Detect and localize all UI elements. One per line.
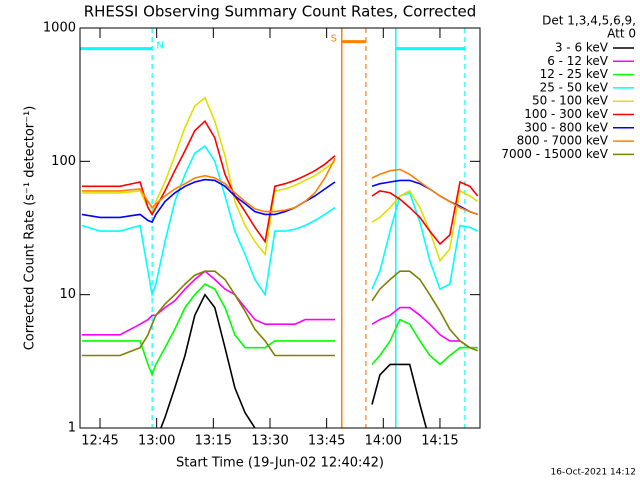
plot-area: NS xyxy=(80,28,479,428)
legend-header: Att 0 xyxy=(607,27,636,41)
series-line xyxy=(81,283,478,378)
legend-label: 3 - 6 keV xyxy=(555,41,609,55)
legend-label: 12 - 25 keV xyxy=(540,67,609,81)
flag-label: S xyxy=(331,34,337,45)
legend-label: 800 - 7000 keV xyxy=(517,134,609,148)
legend-label: 300 - 800 keV xyxy=(524,120,608,134)
x-axis-title: Start Time (19-Jun-02 12:40:42) xyxy=(176,456,384,471)
y-tick-label: 100 xyxy=(51,154,76,169)
footer: 16-Oct-2021 14:12 xyxy=(551,468,636,478)
series-line xyxy=(81,119,479,246)
x-tick-label: 13:00 xyxy=(138,434,175,449)
legend-header: Det 1,3,4,5,6,9, xyxy=(542,14,636,28)
y-tick-label: 10 xyxy=(59,287,76,302)
legend-label: 25 - 50 keV xyxy=(540,80,609,94)
legend-label: 6 - 12 keV xyxy=(547,54,609,68)
series-line xyxy=(160,293,428,428)
legend-label: 100 - 300 keV xyxy=(524,107,608,121)
x-tick-label: 14:00 xyxy=(365,434,402,449)
flag-label: N xyxy=(156,41,163,52)
x-tick-label: 14:15 xyxy=(421,434,458,449)
y-tick-label: 1 xyxy=(68,421,76,436)
y-tick-label: 1000 xyxy=(43,21,76,36)
x-tick-label: 13:15 xyxy=(195,434,232,449)
x-tick-label: 13:45 xyxy=(308,434,345,449)
chart-title: RHESSI Observing Summary Count Rates, Co… xyxy=(84,3,477,21)
y-axis-title: Corrected Count Rate (s⁻¹ detector⁻¹) xyxy=(23,106,38,351)
x-tick-label: 13:30 xyxy=(251,434,288,449)
series-line xyxy=(81,144,479,298)
legend-label: 7000 - 15000 keV xyxy=(501,147,608,161)
series-line xyxy=(81,270,478,357)
series-line xyxy=(81,158,478,216)
legend-label: 50 - 100 keV xyxy=(532,94,609,108)
plot-frame xyxy=(79,27,481,429)
x-tick-label: 12:45 xyxy=(81,434,118,449)
